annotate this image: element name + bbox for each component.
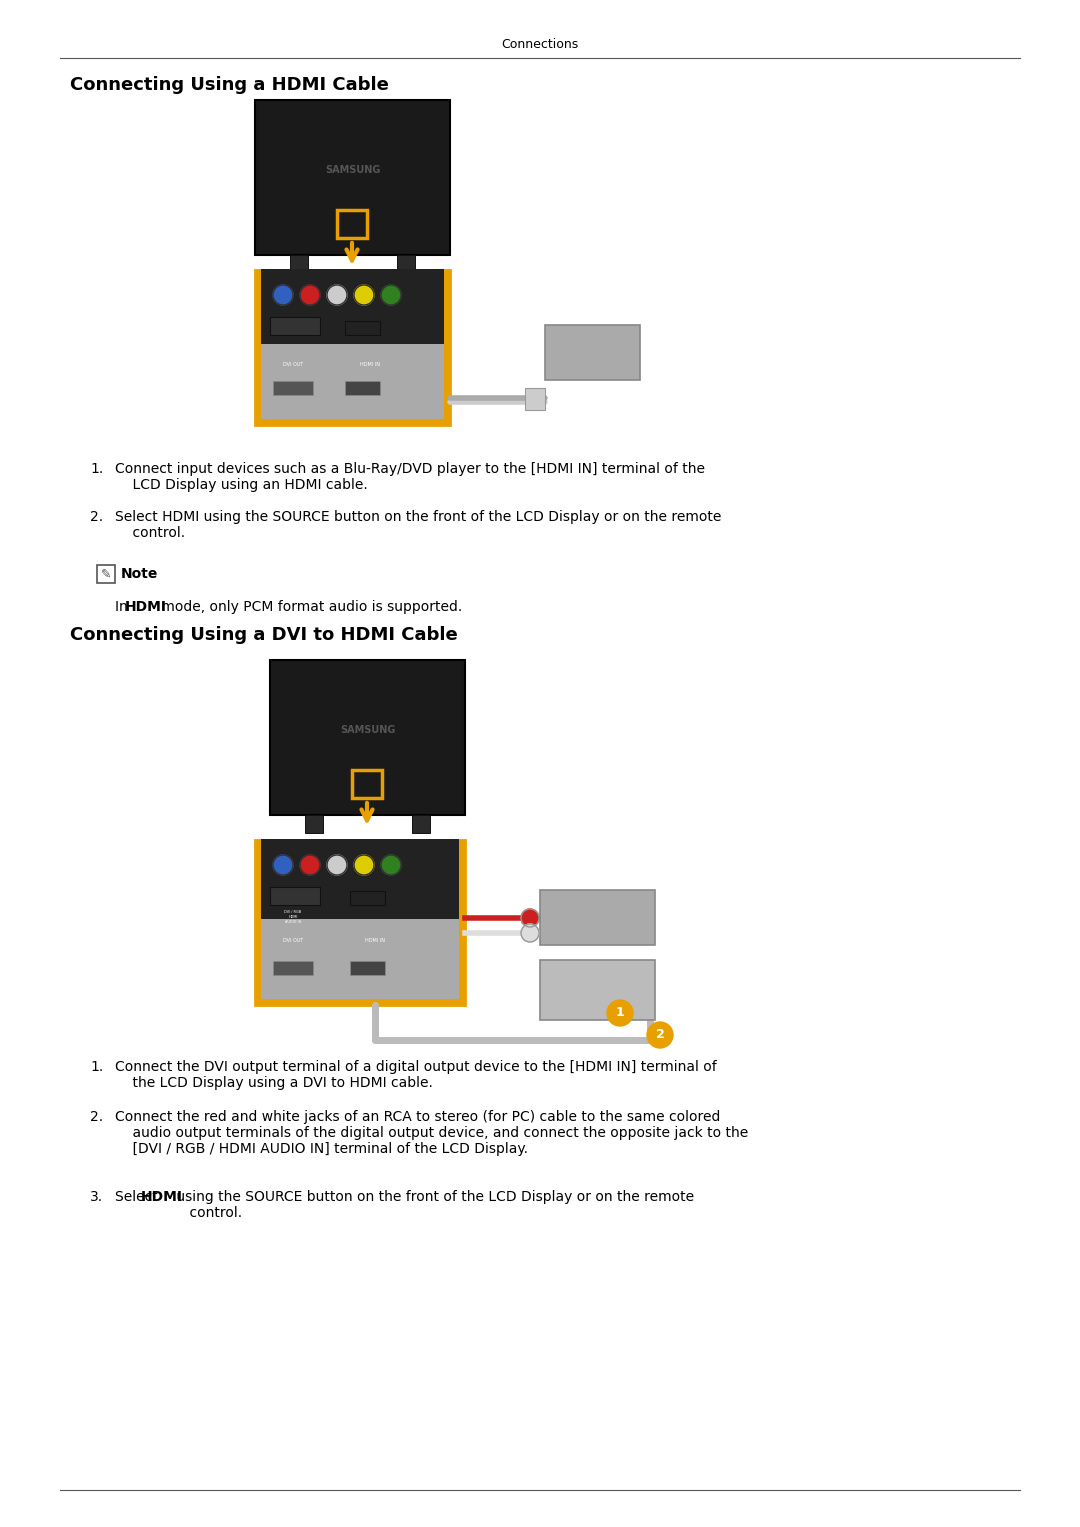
Circle shape <box>273 855 293 875</box>
Circle shape <box>273 286 293 305</box>
Circle shape <box>300 286 320 305</box>
Bar <box>261 269 444 344</box>
Text: SAMSUNG: SAMSUNG <box>340 725 395 734</box>
Text: Connecting Using a DVI to HDMI Cable: Connecting Using a DVI to HDMI Cable <box>70 626 458 644</box>
Circle shape <box>647 1022 673 1048</box>
Text: ✎: ✎ <box>100 568 111 580</box>
Text: HDMI IN: HDMI IN <box>365 938 384 942</box>
Text: DVI OUT: DVI OUT <box>283 362 303 368</box>
Bar <box>540 890 654 945</box>
Text: 2.: 2. <box>90 1110 103 1124</box>
Bar <box>291 255 308 273</box>
Bar <box>255 270 450 425</box>
Bar <box>337 211 367 238</box>
Bar <box>270 318 320 334</box>
Text: using the SOURCE button on the front of the LCD Display or on the remote
    con: using the SOURCE button on the front of … <box>172 1190 694 1220</box>
Text: HDMI IN: HDMI IN <box>360 362 380 368</box>
Text: mode, only PCM format audio is supported.: mode, only PCM format audio is supported… <box>157 600 462 614</box>
Bar <box>261 276 444 418</box>
Bar <box>270 660 465 815</box>
Bar <box>261 846 459 999</box>
Bar <box>255 99 450 255</box>
Circle shape <box>327 286 347 305</box>
Circle shape <box>327 855 347 875</box>
Bar <box>345 321 380 334</box>
Bar <box>345 382 380 395</box>
Text: In: In <box>114 600 132 614</box>
Circle shape <box>354 286 374 305</box>
Circle shape <box>521 909 539 927</box>
Bar <box>411 815 430 834</box>
Text: Connecting Using a HDMI Cable: Connecting Using a HDMI Cable <box>70 76 389 95</box>
Text: DVI / RGB
HDMI
AUDIO IN: DVI / RGB HDMI AUDIO IN <box>284 910 301 924</box>
Bar <box>545 325 640 380</box>
Circle shape <box>300 855 320 875</box>
Circle shape <box>381 286 401 305</box>
Bar <box>273 960 313 976</box>
Bar <box>273 382 313 395</box>
Text: HDMI: HDMI <box>125 600 167 614</box>
Text: 1: 1 <box>616 1006 624 1020</box>
Text: Select HDMI using the SOURCE button on the front of the LCD Display or on the re: Select HDMI using the SOURCE button on t… <box>114 510 721 541</box>
Text: SAMSUNG: SAMSUNG <box>325 165 380 176</box>
Bar <box>525 388 545 411</box>
Text: 1.: 1. <box>90 1060 104 1073</box>
Text: 3.: 3. <box>90 1190 103 1203</box>
Circle shape <box>381 855 401 875</box>
Text: Select: Select <box>114 1190 162 1203</box>
Bar <box>350 890 384 906</box>
Circle shape <box>354 855 374 875</box>
Bar <box>97 565 114 583</box>
Bar <box>350 960 384 976</box>
Bar <box>255 840 465 1005</box>
Text: 2.: 2. <box>90 510 103 524</box>
Text: Connect the red and white jacks of an RCA to stereo (for PC) cable to the same c: Connect the red and white jacks of an RC… <box>114 1110 748 1156</box>
Bar <box>397 255 415 273</box>
Text: Note: Note <box>121 567 159 580</box>
Text: 1.: 1. <box>90 463 104 476</box>
Text: Connections: Connections <box>501 38 579 52</box>
Text: HDMI: HDMI <box>141 1190 183 1203</box>
Bar <box>540 960 654 1020</box>
Text: Connect input devices such as a Blu-Ray/DVD player to the [HDMI IN] terminal of : Connect input devices such as a Blu-Ray/… <box>114 463 705 492</box>
Bar <box>352 770 382 799</box>
Text: DVI OUT: DVI OUT <box>283 938 303 942</box>
Bar <box>270 887 320 906</box>
Text: 2: 2 <box>656 1029 664 1041</box>
Text: Connect the DVI output terminal of a digital output device to the [HDMI IN] term: Connect the DVI output terminal of a dig… <box>114 1060 717 1090</box>
Bar <box>261 838 459 919</box>
Bar <box>305 815 323 834</box>
Circle shape <box>607 1000 633 1026</box>
Circle shape <box>521 924 539 942</box>
